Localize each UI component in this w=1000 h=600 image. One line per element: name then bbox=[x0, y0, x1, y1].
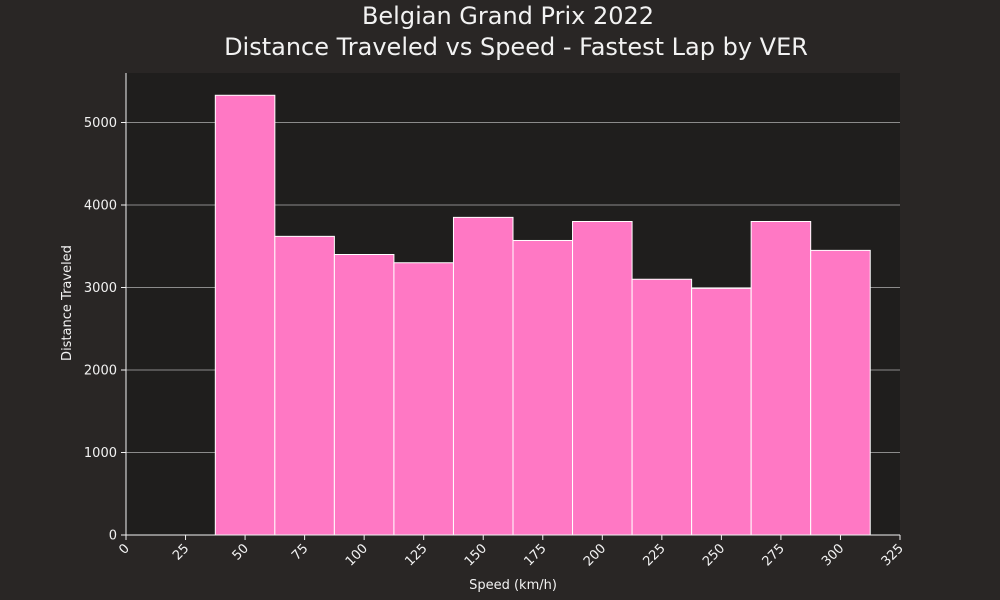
x-tick-label: 25 bbox=[170, 541, 192, 563]
chart-title: Belgian Grand Prix 2022 bbox=[362, 2, 654, 30]
histogram-bar bbox=[333, 254, 395, 536]
y-tick-label: 4000 bbox=[84, 199, 117, 214]
histogram-bar bbox=[214, 94, 276, 536]
x-tick-label: 125 bbox=[402, 541, 430, 569]
histogram-bar bbox=[810, 249, 871, 536]
x-tick-label: 225 bbox=[641, 541, 669, 569]
histogram-bar bbox=[691, 287, 752, 536]
x-tick-label: 175 bbox=[521, 541, 549, 569]
x-tick-label: 0 bbox=[116, 541, 132, 557]
histogram-bar bbox=[750, 221, 812, 536]
histogram-bar bbox=[512, 239, 574, 536]
x-tick-label: 275 bbox=[760, 541, 788, 569]
histogram-bar bbox=[572, 221, 633, 536]
x-tick-label: 300 bbox=[819, 541, 847, 569]
y-tick-label: 1000 bbox=[84, 446, 117, 461]
histogram-bar bbox=[452, 216, 514, 536]
x-tick-label: 100 bbox=[343, 541, 371, 569]
x-tick-label: 75 bbox=[289, 541, 311, 563]
y-axis-label: Distance Traveled bbox=[60, 245, 75, 361]
x-tick-label: 50 bbox=[230, 541, 252, 563]
x-tick-label: 325 bbox=[879, 541, 907, 569]
y-tick-label: 2000 bbox=[84, 364, 117, 379]
x-tick-label: 200 bbox=[581, 541, 609, 569]
histogram-bar bbox=[393, 262, 454, 536]
x-tick-label: 150 bbox=[462, 541, 490, 569]
chart-subtitle: Distance Traveled vs Speed - Fastest Lap… bbox=[224, 33, 808, 61]
x-axis-label: Speed (km/h) bbox=[469, 578, 557, 593]
histogram-bar bbox=[631, 278, 693, 536]
y-tick-label: 3000 bbox=[84, 281, 117, 296]
y-tick-label: 5000 bbox=[84, 116, 117, 131]
histogram-bars bbox=[214, 94, 871, 536]
y-tick-label: 0 bbox=[109, 529, 117, 544]
x-tick-label: 250 bbox=[700, 541, 728, 569]
histogram-bar bbox=[274, 235, 335, 536]
